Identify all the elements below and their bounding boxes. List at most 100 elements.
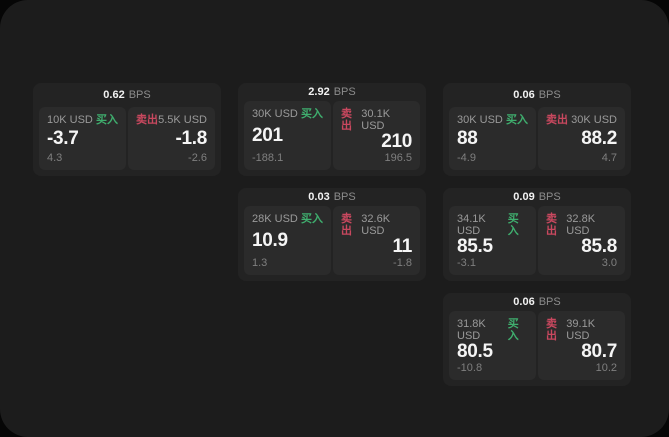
sell-sub-value: 4.7	[601, 152, 617, 164]
spread-header: 0.06 BPS	[443, 83, 631, 105]
buy-price: 88	[457, 128, 478, 149]
spread-unit: BPS	[333, 86, 356, 98]
quote-card-grid: 0.62 BPS 10K USD 买入 -3.7 4.3 卖出 5.5K USD…	[33, 83, 631, 386]
sell-notional: 5.5K USD	[158, 114, 207, 126]
sell-price: 11	[392, 236, 413, 257]
spread-header: 0.03 BPS	[238, 188, 426, 204]
sell-label: 卖出	[341, 108, 352, 132]
spread-unit: BPS	[538, 89, 561, 101]
spread-value: 0.03	[308, 191, 330, 203]
quote-card: 0.06 BPS 30K USD 买入 88 -4.9 卖出 30K USD 8…	[443, 83, 631, 176]
quote-panels: 10K USD 买入 -3.7 4.3 卖出 5.5K USD -1.8 -2.…	[39, 107, 215, 170]
quote-card: 0.62 BPS 10K USD 买入 -3.7 4.3 卖出 5.5K USD…	[33, 83, 221, 176]
sell-sub-value: -1.8	[393, 257, 412, 269]
sell-panel-top: 卖出 32.8K USD	[546, 213, 617, 237]
buy-sub-value: -3.1	[457, 257, 476, 269]
buy-panel[interactable]: 31.8K USD 买入 80.5 -10.8	[449, 311, 536, 380]
buy-panel-top: 30K USD 买入	[457, 114, 528, 126]
buy-panel[interactable]: 30K USD 买入 201 -188.1	[244, 101, 331, 170]
buy-price: 85.5	[457, 236, 493, 257]
spread-value: 0.06	[513, 296, 535, 308]
buy-panel[interactable]: 34.1K USD 买入 85.5 -3.1	[449, 206, 536, 275]
sell-sub-value: 196.5	[384, 152, 412, 164]
buy-panel[interactable]: 10K USD 买入 -3.7 4.3	[39, 107, 126, 170]
sell-label: 卖出	[341, 213, 352, 237]
sell-price: 210	[381, 131, 412, 152]
sell-sub-value: 3.0	[601, 257, 617, 269]
buy-price: 10.9	[252, 230, 288, 251]
spread-unit: BPS	[538, 296, 561, 308]
sell-panel[interactable]: 卖出 32.6K USD 11 -1.8	[333, 206, 420, 275]
buy-label: 买入	[507, 318, 519, 342]
buy-label: 买入	[96, 114, 118, 126]
sell-label: 卖出	[546, 213, 557, 237]
sell-label: 卖出	[546, 114, 568, 126]
spread-header: 2.92 BPS	[238, 83, 426, 99]
buy-sub-value: 4.3	[47, 152, 63, 164]
sell-panel[interactable]: 卖出 32.8K USD 85.8 3.0	[538, 206, 625, 275]
quote-panels: 30K USD 买入 88 -4.9 卖出 30K USD 88.2 4.7	[449, 107, 625, 170]
quote-panels: 34.1K USD 买入 85.5 -3.1 卖出 32.8K USD 85.8…	[449, 206, 625, 275]
buy-notional: 34.1K USD	[457, 213, 486, 237]
buy-panel-top: 31.8K USD 买入	[457, 318, 528, 342]
spread-value: 0.09	[513, 191, 535, 203]
buy-sub-value: -4.9	[457, 152, 476, 164]
buy-label: 买入	[506, 114, 528, 126]
sell-panel-top: 卖出 30.1K USD	[341, 108, 412, 132]
buy-sub-value: -188.1	[252, 152, 284, 164]
sell-panel[interactable]: 卖出 30K USD 88.2 4.7	[538, 107, 625, 170]
sell-price: 80.7	[581, 341, 617, 362]
spread-value: 0.62	[103, 89, 125, 101]
buy-panel[interactable]: 30K USD 买入 88 -4.9	[449, 107, 536, 170]
sell-notional: 32.6K USD	[361, 213, 391, 237]
sell-label: 卖出	[546, 318, 557, 342]
buy-panel[interactable]: 28K USD 买入 10.9 1.3	[244, 206, 331, 275]
sell-notional: 30K USD	[571, 114, 617, 126]
spread-unit: BPS	[128, 89, 151, 101]
sell-panel-top: 卖出 5.5K USD	[136, 114, 207, 126]
buy-price: -3.7	[47, 128, 79, 149]
quote-panels: 31.8K USD 买入 80.5 -10.8 卖出 39.1K USD 80.…	[449, 311, 625, 380]
quote-panels: 28K USD 买入 10.9 1.3 卖出 32.6K USD 11 -1.8	[244, 206, 420, 275]
buy-price: 80.5	[457, 341, 493, 362]
sell-price: -1.8	[175, 128, 207, 149]
quote-panels: 30K USD 买入 201 -188.1 卖出 30.1K USD 210 1…	[244, 101, 420, 170]
buy-panel-top: 34.1K USD 买入	[457, 213, 528, 237]
buy-notional: 10K USD	[47, 114, 93, 126]
quote-card: 0.03 BPS 28K USD 买入 10.9 1.3 卖出 32.6K US…	[238, 188, 426, 281]
buy-label: 买入	[301, 213, 323, 225]
buy-notional: 31.8K USD	[457, 318, 486, 342]
buy-panel-top: 28K USD 买入	[252, 213, 323, 225]
sell-panel[interactable]: 卖出 5.5K USD -1.8 -2.6	[128, 107, 215, 170]
buy-label: 买入	[301, 108, 323, 120]
spread-value: 2.92	[308, 86, 330, 98]
spread-unit: BPS	[333, 191, 356, 203]
buy-notional: 30K USD	[457, 114, 503, 126]
buy-panel-top: 30K USD 买入	[252, 108, 323, 120]
quote-card: 0.09 BPS 34.1K USD 买入 85.5 -3.1 卖出 32.8K…	[443, 188, 631, 281]
quote-card: 0.06 BPS 31.8K USD 买入 80.5 -10.8 卖出 39.1…	[443, 293, 631, 386]
sell-sub-value: 10.2	[595, 362, 617, 374]
spread-header: 0.06 BPS	[443, 293, 631, 309]
sell-panel-top: 卖出 30K USD	[546, 114, 617, 126]
sell-notional: 30.1K USD	[361, 108, 391, 132]
spread-unit: BPS	[538, 191, 561, 203]
sell-sub-value: -2.6	[188, 152, 207, 164]
buy-label: 买入	[507, 213, 519, 237]
sell-panel-top: 卖出 32.6K USD	[341, 213, 412, 237]
sell-panel[interactable]: 卖出 30.1K USD 210 196.5	[333, 101, 420, 170]
sell-notional: 32.8K USD	[566, 213, 596, 237]
sell-panel[interactable]: 卖出 39.1K USD 80.7 10.2	[538, 311, 625, 380]
buy-notional: 30K USD	[252, 108, 298, 120]
buy-notional: 28K USD	[252, 213, 298, 225]
sell-panel-top: 卖出 39.1K USD	[546, 318, 617, 342]
sell-price: 88.2	[581, 128, 617, 149]
spread-header: 0.09 BPS	[443, 188, 631, 204]
spread-header: 0.62 BPS	[33, 83, 221, 105]
sell-price: 85.8	[581, 236, 617, 257]
buy-panel-top: 10K USD 买入	[47, 114, 118, 126]
buy-sub-value: -10.8	[457, 362, 483, 374]
sell-label: 卖出	[136, 114, 158, 126]
quote-card: 2.92 BPS 30K USD 买入 201 -188.1 卖出 30.1K …	[238, 83, 426, 176]
sell-notional: 39.1K USD	[566, 318, 596, 342]
